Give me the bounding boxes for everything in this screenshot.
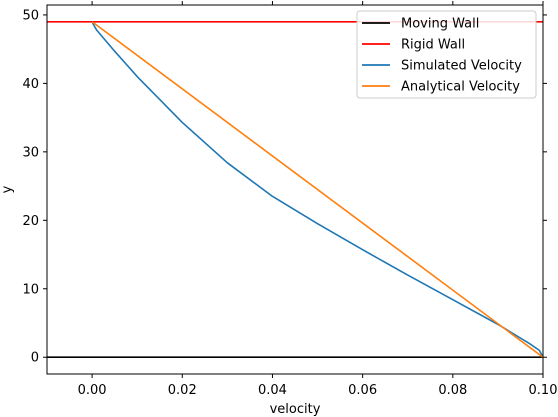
series-line-analytical-velocity — [91, 21, 543, 358]
x-tick-label: 0.06 — [348, 383, 377, 398]
series-line-simulated-velocity — [91, 21, 543, 358]
x-tick-label: 0.08 — [438, 383, 467, 398]
legend: Moving Wall Rigid Wall Simulated Velocity A… — [356, 10, 537, 99]
legend-box — [356, 10, 537, 99]
y-axis: 0 10 20 30 40 50 — [22, 8, 547, 366]
x-axis-label: velocity — [270, 402, 321, 417]
legend-label: Simulated Velocity — [401, 59, 522, 74]
x-tick-label: 0.00 — [78, 383, 107, 398]
y-tick-label: 20 — [22, 214, 39, 229]
y-tick-label: 10 — [22, 282, 39, 297]
y-axis-label: y — [0, 185, 15, 193]
legend-label: Rigid Wall — [401, 38, 465, 53]
axes-frame — [46, 4, 544, 375]
legend-label: Moving Wall — [401, 17, 479, 32]
x-tick-label: 0.02 — [168, 383, 197, 398]
y-tick-label: 30 — [22, 145, 39, 160]
legend-label: Analytical Velocity — [401, 80, 520, 95]
x-tick-label: 0.04 — [258, 383, 287, 398]
x-tick-label: 0.10 — [529, 383, 558, 398]
y-tick-label: 0 — [31, 351, 39, 366]
y-tick-label: 50 — [22, 8, 39, 23]
x-axis: 0.00 0.02 0.04 0.06 0.08 0.10 — [78, 1, 558, 398]
y-tick-label: 40 — [22, 77, 39, 92]
